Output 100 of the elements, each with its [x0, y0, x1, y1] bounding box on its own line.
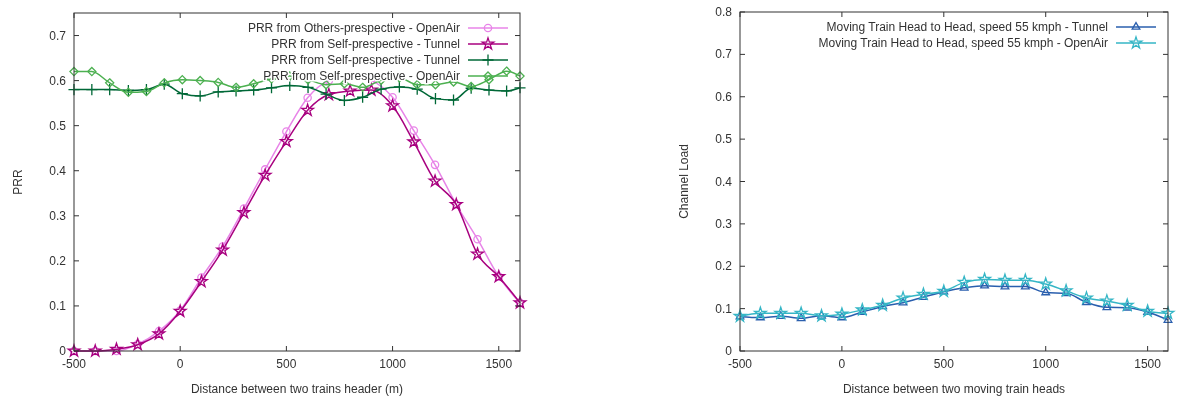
legend-label: PRR from Self-prespective - Tunnel — [271, 37, 460, 51]
legend-label: PRR from Others-prespective - OpenAir — [247, 21, 460, 35]
y-tick-label: 0.6 — [715, 89, 733, 104]
point — [1120, 298, 1134, 311]
point — [1018, 273, 1032, 286]
point — [501, 66, 512, 76]
point — [258, 168, 272, 181]
point — [430, 160, 440, 170]
point — [213, 77, 223, 88]
point — [835, 307, 849, 320]
point — [193, 89, 207, 103]
point — [195, 75, 205, 86]
y-tick-label: 0.2 — [49, 253, 67, 268]
point — [388, 92, 397, 102]
point — [357, 82, 368, 93]
point — [364, 83, 378, 96]
point — [212, 85, 225, 99]
point — [409, 126, 419, 135]
point — [407, 135, 421, 148]
point — [303, 93, 312, 103]
point — [343, 84, 357, 97]
point — [194, 274, 208, 288]
point — [279, 134, 293, 148]
y-tick-label: 0.6 — [49, 73, 67, 88]
point — [177, 74, 188, 85]
y-axis-title: Channel Load — [677, 144, 691, 219]
point — [794, 306, 808, 319]
point — [216, 243, 230, 256]
point — [978, 272, 992, 285]
x-tick-label: 1500 — [485, 357, 513, 371]
point — [248, 79, 259, 89]
point — [374, 82, 388, 96]
point — [1102, 302, 1112, 311]
point — [356, 91, 369, 104]
y-tick-label: 0.5 — [49, 118, 67, 133]
point — [916, 287, 930, 300]
point — [1000, 281, 1010, 290]
y-tick-label: 0.8 — [715, 5, 733, 19]
point — [176, 87, 189, 100]
point — [282, 127, 291, 136]
x-tick-label: 1000 — [379, 357, 407, 371]
y-tick-label: 0.2 — [715, 259, 733, 274]
point — [247, 83, 260, 97]
point — [1039, 277, 1053, 290]
point — [1100, 294, 1114, 307]
point — [429, 92, 442, 105]
point — [484, 74, 494, 85]
legend-label: Moving Train Head to Head, speed 55 kmph - OpenAir — [818, 36, 1108, 50]
point — [229, 84, 243, 98]
point — [237, 205, 251, 219]
y-tick-label: 0.3 — [715, 216, 733, 231]
x-tick-label: 1500 — [1134, 357, 1162, 371]
point — [386, 99, 400, 112]
point — [473, 234, 482, 244]
point — [338, 94, 351, 107]
legend-label: PRR from Self-prespective - Tunnel — [271, 53, 460, 67]
y-tick-label: 0.5 — [715, 132, 733, 147]
point — [1080, 291, 1093, 304]
legend-label: Moving Train Head to Head, speed 55 kmph - Tunnel — [826, 20, 1108, 34]
point — [980, 280, 990, 289]
point — [500, 84, 513, 98]
x-tick-label: -500 — [727, 357, 753, 371]
point — [428, 174, 442, 187]
y-tick-label: 0.4 — [49, 163, 67, 178]
point — [104, 78, 115, 88]
y-tick-label: 0.7 — [715, 47, 733, 62]
point — [753, 306, 767, 319]
x-tick-label: 500 — [933, 357, 955, 371]
point — [231, 82, 241, 93]
point — [87, 66, 97, 77]
x-tick-label: 500 — [276, 357, 297, 371]
point — [69, 66, 79, 77]
point — [896, 291, 910, 304]
point — [1163, 314, 1173, 323]
point — [774, 306, 788, 319]
y-tick-label: 0.7 — [49, 28, 67, 43]
x-tick-label: 0 — [838, 357, 846, 371]
y-tick-label: 0 — [59, 344, 67, 358]
point — [482, 83, 496, 97]
x-tick-label: 1000 — [1032, 357, 1060, 371]
y-tick-label: 0.1 — [49, 298, 67, 313]
y-axis-title: PRR — [11, 169, 25, 195]
point — [103, 83, 116, 96]
y-tick-label: 0.1 — [715, 301, 733, 316]
point — [515, 71, 525, 81]
point — [411, 82, 424, 96]
point — [265, 81, 278, 94]
point — [1020, 281, 1030, 290]
y-tick-label: 0.4 — [715, 174, 733, 189]
point — [152, 327, 166, 340]
x-axis-title: Distance between two moving train heads — [842, 382, 1066, 396]
point — [998, 273, 1012, 286]
y-tick-label: 0 — [725, 344, 733, 358]
x-axis-title: Distance between two trains header (m) — [190, 382, 404, 396]
point — [447, 93, 460, 107]
point — [957, 275, 971, 288]
x-tick-label: -500 — [61, 357, 87, 371]
point — [1041, 287, 1051, 296]
point — [85, 83, 99, 96]
x-tick-label: 0 — [176, 357, 184, 371]
